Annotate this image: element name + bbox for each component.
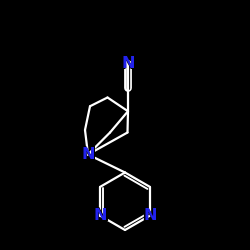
Text: N: N xyxy=(142,206,158,225)
Text: N: N xyxy=(81,147,95,162)
Text: N: N xyxy=(121,56,135,71)
Text: N: N xyxy=(93,208,107,223)
Text: N: N xyxy=(120,54,136,73)
Text: N: N xyxy=(80,145,96,164)
Text: N: N xyxy=(143,208,157,223)
Text: N: N xyxy=(92,206,108,225)
